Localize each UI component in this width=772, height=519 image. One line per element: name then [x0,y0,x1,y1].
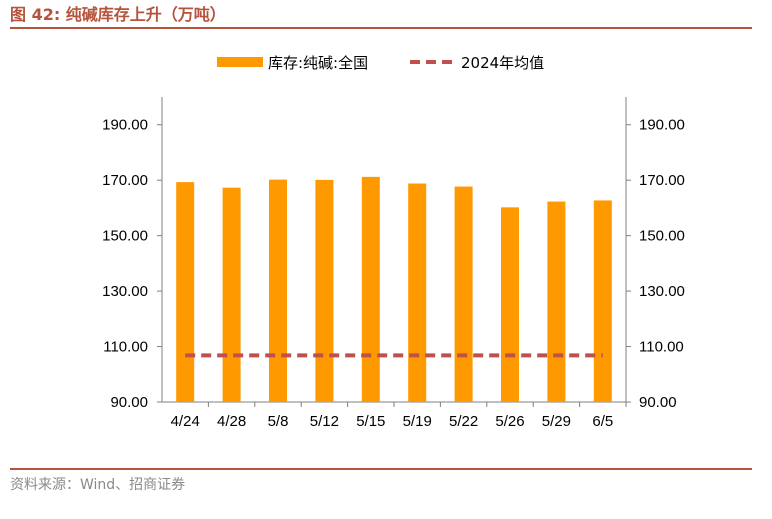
bar [361,176,380,402]
y-tick-label-right: 170.00 [639,172,685,189]
x-tick-label: 5/12 [310,413,339,430]
y-tick-label-left: 90.00 [110,394,148,411]
figure-title: 图 42: 纯碱库存上升（万吨） [10,5,226,24]
x-tick-label: 5/8 [268,413,289,430]
bar [269,179,287,402]
y-tick-label-right: 90.00 [639,394,677,411]
bar [593,200,612,402]
bar [454,186,473,402]
x-tick-label: 5/19 [403,413,432,430]
y-tick-label-right: 110.00 [639,339,684,356]
y-tick-label-left: 110.00 [103,339,148,356]
legend-label-inventory: 库存:纯碱:全国 [268,54,368,72]
x-tick-label: 4/28 [217,413,246,430]
y-tick-label-left: 190.00 [102,117,148,134]
y-tick-label-right: 150.00 [639,228,685,245]
bar [501,207,519,402]
y-tick-label-left: 130.00 [102,283,148,300]
x-tick-label: 5/15 [356,413,385,430]
bottom-divider [10,468,752,470]
x-tick-label: 6/5 [592,413,613,430]
legend-label-average: 2024年均值 [461,54,544,72]
x-tick-label: 5/22 [449,413,478,430]
bar [222,187,241,402]
top-divider [10,27,752,29]
legend-swatch-inventory [217,57,263,67]
y-tick-label-left: 170.00 [102,172,148,189]
y-tick-label-right: 190.00 [639,117,685,134]
x-tick-label: 5/29 [542,413,571,430]
x-tick-label: 4/24 [171,413,200,430]
legend: 库存:纯碱:全国 2024年均值 [217,54,544,72]
x-tick-label: 5/26 [495,413,524,430]
y-tick-label-right: 130.00 [639,283,685,300]
bar [176,182,195,402]
bar [408,183,427,402]
tick-labels: 90.00 110.00 130.00 150.00 170.00 190.00 90.00… [102,117,685,430]
bar [315,179,334,402]
source-note: 资料来源：Wind、招商证券 [10,477,186,493]
bar-series [176,176,612,402]
y-tick-label-left: 150.00 [102,228,148,245]
bar [547,201,566,402]
